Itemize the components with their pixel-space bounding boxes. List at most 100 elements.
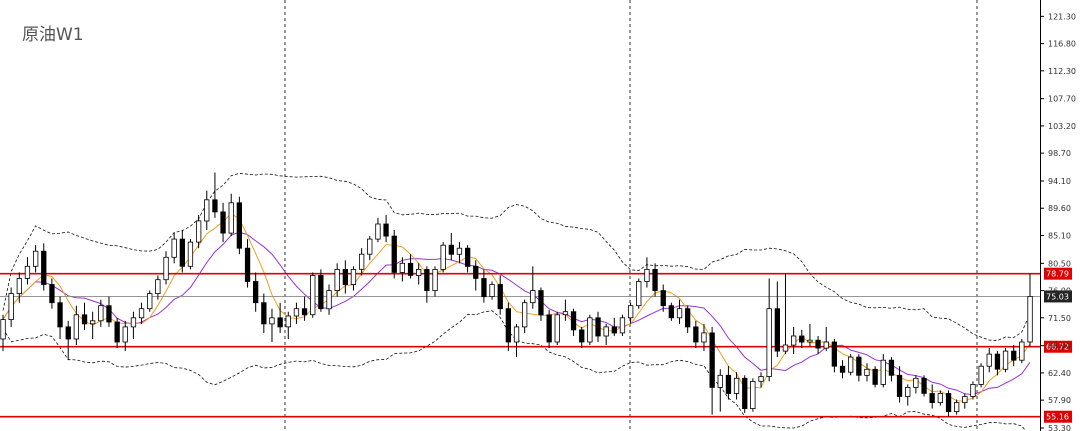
- level-label: 55.16: [1046, 413, 1069, 422]
- candle-body-down: [685, 308, 691, 328]
- candle: [155, 275, 161, 300]
- candle-body-down: [473, 265, 479, 279]
- candle-body-down: [856, 356, 862, 376]
- candle-body-down: [301, 308, 308, 316]
- y-tick-label: 98.70: [1048, 149, 1071, 158]
- candle-body-down: [41, 250, 47, 285]
- candle: [872, 366, 878, 388]
- candle-body-up: [962, 396, 968, 403]
- candle-body-up: [978, 365, 984, 385]
- y-tick-label: 71.50: [1048, 314, 1071, 323]
- y-tick-label: 112.30: [1048, 67, 1076, 76]
- candle-body-up: [513, 326, 520, 343]
- y-tick-label: 89.60: [1048, 204, 1071, 213]
- candles: [0, 172, 1033, 417]
- candle-body-down: [709, 332, 715, 388]
- candle-body-up: [1002, 350, 1009, 370]
- candle-body-up: [90, 320, 96, 325]
- candle-body-down: [872, 368, 878, 385]
- current-price-label: 75.03: [1046, 292, 1069, 301]
- candle: [676, 299, 683, 324]
- candle-body-down: [815, 339, 821, 349]
- candle: [204, 190, 210, 231]
- candle-body-up: [16, 278, 23, 295]
- candle-body-up: [122, 326, 128, 343]
- candle-body-up: [791, 335, 797, 346]
- candle-body-up: [269, 317, 275, 325]
- candle: [261, 293, 267, 333]
- candle: [456, 242, 463, 264]
- candle-body-down: [407, 262, 414, 276]
- y-tick-label: 62.40: [1048, 369, 1071, 378]
- candle: [81, 302, 88, 330]
- candle-body-down: [725, 374, 732, 394]
- candle: [546, 309, 552, 349]
- candle: [24, 257, 31, 285]
- y-tick-label: 53.30: [1048, 424, 1071, 431]
- candle: [318, 269, 324, 312]
- candle: [570, 308, 577, 336]
- candle: [489, 281, 495, 300]
- level-label: 78.79: [1046, 270, 1069, 279]
- candle: [652, 263, 658, 297]
- candle: [954, 399, 960, 415]
- candle-body-up: [848, 356, 854, 373]
- y-tick-label: 80.50: [1048, 259, 1071, 268]
- y-tick-label: 85.10: [1048, 231, 1071, 240]
- candle-body-up: [587, 317, 593, 343]
- candle: [41, 243, 47, 291]
- candle-body-up: [0, 319, 6, 340]
- candle: [522, 299, 528, 333]
- candle-body-up: [73, 314, 79, 340]
- candle: [293, 302, 300, 324]
- candle-body-up: [733, 377, 740, 394]
- candle: [603, 323, 609, 346]
- candle: [220, 202, 226, 243]
- y-tick-label: 116.80: [1048, 40, 1076, 49]
- candle: [90, 311, 96, 339]
- candle: [33, 245, 39, 273]
- candle-body-down: [65, 326, 71, 340]
- candle: [880, 354, 886, 388]
- candle-body-up: [24, 265, 31, 279]
- candle: [277, 302, 283, 333]
- candle: [497, 275, 503, 315]
- candle-body-up: [155, 279, 161, 295]
- candle: [0, 314, 6, 352]
- candle: [839, 360, 846, 379]
- candle-body-down: [668, 305, 674, 319]
- candle: [986, 348, 992, 373]
- candle: [65, 320, 71, 361]
- candle-body-down: [579, 329, 585, 343]
- candle: [57, 296, 63, 339]
- candle-body-up: [163, 256, 169, 281]
- candle-body-up: [628, 305, 634, 319]
- candle-body-up: [350, 268, 357, 285]
- candle-body-down: [57, 302, 63, 328]
- candle: [375, 217, 381, 243]
- candle-body-up: [310, 274, 316, 316]
- candle: [970, 381, 976, 400]
- candle-body-down: [945, 393, 952, 413]
- candle-body-up: [98, 305, 104, 322]
- candle-body-down: [505, 308, 512, 343]
- candle: [766, 278, 772, 382]
- candle: [1002, 348, 1009, 373]
- candle: [619, 314, 626, 336]
- candle-body-up: [489, 284, 495, 298]
- candle: [856, 354, 862, 382]
- candle-body-up: [954, 402, 960, 413]
- candle: [978, 363, 984, 388]
- candle: [668, 302, 674, 321]
- candle-body-down: [660, 290, 666, 307]
- y-tick-label: 76.00: [1048, 287, 1071, 296]
- candle: [415, 263, 422, 285]
- candle: [554, 311, 560, 346]
- candle-body-up: [530, 290, 536, 304]
- candle: [628, 302, 634, 324]
- candle-body-up: [937, 393, 943, 404]
- candle-body-down: [277, 317, 283, 328]
- candle: [1019, 338, 1025, 364]
- candle-body-down: [220, 211, 226, 234]
- candle: [701, 323, 707, 352]
